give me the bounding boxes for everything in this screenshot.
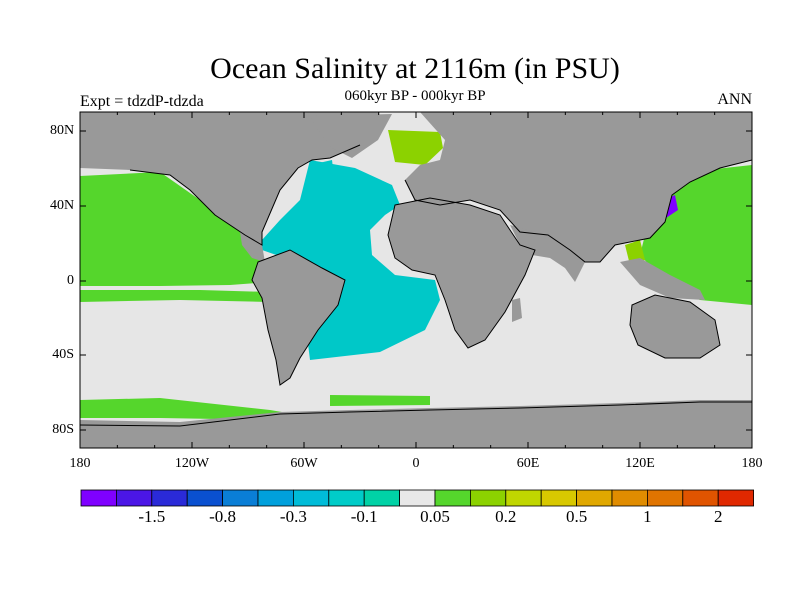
lat-tick-80n: 80N [50,123,75,138]
arabia-india-land [510,225,585,282]
southeast-asia-islands-land [620,258,705,300]
north-america-land [80,112,380,245]
map-title: Ocean Salinity at 2116m (in PSU) [210,52,620,85]
colorbar-box [116,489,153,507]
africa-land [388,198,535,348]
map-layers [80,112,752,448]
colorbar-label: 1 [643,507,652,526]
coastlines [79,144,753,427]
colorbar-box [257,489,294,507]
colorbar-box [399,489,436,507]
south-america-land [252,250,345,385]
lon-tick-180e: 180 [741,456,763,471]
atlantic-fresh-region [262,160,440,360]
experiment-label: Expt = tdzdP-tdzda [80,93,204,110]
africa-coastline [387,197,536,349]
antarctica-coastline [79,401,752,427]
colorbar-box [505,489,542,507]
colorbar-label: 2 [713,507,723,526]
tropical-pacific-salty-band [80,290,270,302]
lon-tick-120w: 120W [174,456,210,471]
season-label: ANN [717,91,752,108]
colorbar-box [647,489,684,507]
axis-ticks [79,112,753,448]
lon-tick-0: 0 [412,456,420,471]
lon-tick-60e: 60E [516,456,540,471]
lon-tick-180w: 180 [69,456,91,471]
lat-tick-40s: 40S [52,347,74,362]
colorbar-label: 0.2 [495,507,517,526]
lat-tick-80s: 80S [52,422,74,437]
north-pacific-salty-region [80,172,270,286]
madagascar-land [512,298,522,322]
southern-ocean-salty-band-2 [330,395,430,406]
antarctica-land [80,400,752,448]
australia-land [630,295,720,358]
colorbar-box [151,489,188,507]
map-subtitle: 060kyr BP - 000kyr BP [344,88,486,104]
lon-tick-120e: 120E [625,456,655,471]
colorbar-box [222,489,259,507]
colorbar-box [469,489,507,507]
colorbar-box [186,489,223,507]
colorbar-box [611,489,648,507]
south-america-coastline [251,249,346,386]
lat-tick-40n: 40N [50,198,75,213]
colorbar-box [540,489,578,507]
greenland-land [310,114,392,158]
north-america-coastline [129,144,361,246]
arctic-salty-patch [388,130,443,165]
australia-coastline [629,294,721,359]
colorbar-box [328,489,365,507]
central-america-land [240,232,265,262]
eurasia-coastline [404,159,753,263]
colorbar-box [80,489,117,507]
colorbar-box [576,489,613,507]
colorbar [80,489,755,507]
colorbar-label: -0.3 [279,507,307,526]
labrador-fresh-patch [310,160,335,190]
eurasia-land [405,112,752,262]
colorbar-box [682,489,719,507]
colorbar-label: 0.5 [565,507,588,526]
lon-tick-60w: 60W [290,456,318,471]
lat-tick-0: 0 [67,273,74,288]
colorbar-box [717,489,755,507]
colorbar-box [434,489,471,507]
southern-ocean-salty-band [80,398,300,420]
colorbar-label: -1.5 [138,507,166,526]
colorbar-box [363,489,401,507]
colorbar-label: -0.1 [350,507,378,526]
colorbar-label: 0.05 [420,507,450,526]
colorbar-box [292,489,330,507]
colorbar-label: -0.8 [209,507,237,526]
